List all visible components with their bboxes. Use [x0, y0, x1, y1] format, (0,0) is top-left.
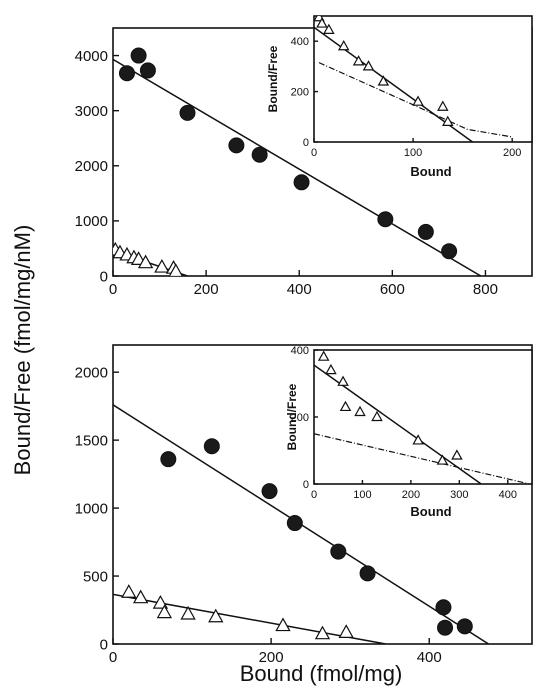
- data-point-triangle: [156, 604, 173, 619]
- chart-B-inset: 0 100 200 300 400 0 200 400 Bound Bound/Free: [285, 345, 533, 519]
- data-point-triangle: [437, 100, 449, 111]
- data-point-circle: [251, 146, 268, 163]
- x-tick-label: 300: [450, 489, 468, 501]
- plot-frame: [313, 349, 533, 485]
- data-point-circle: [435, 599, 452, 616]
- x-tick-label: 400: [499, 489, 517, 501]
- x-tick-label: 200: [259, 649, 284, 666]
- y-tick-label: 500: [83, 568, 108, 585]
- data-point-circle: [330, 543, 347, 560]
- data-point-circle: [160, 451, 177, 468]
- data-point-triangle: [132, 589, 149, 604]
- data-point-triangle: [371, 410, 383, 422]
- data-point-triangle: [412, 434, 424, 445]
- data-point-triangle: [352, 55, 365, 66]
- data-point-triangle: [412, 95, 424, 106]
- dashed-fit-line: [318, 62, 513, 138]
- x-tick-label: 0: [311, 489, 317, 501]
- x-tick-label: 200: [194, 281, 219, 298]
- data-point-circle: [293, 174, 310, 191]
- data-point-circle: [286, 515, 303, 532]
- data-point-circle: [437, 619, 454, 636]
- y-tick-label: 400: [291, 345, 309, 357]
- y-tick-label: 0: [100, 268, 108, 285]
- x-tick-label: 600: [380, 281, 405, 298]
- y-tick-label: 3000: [75, 103, 108, 120]
- y-axis-title: Bound/Free (fmol/mg/nM): [10, 225, 35, 476]
- data-point-triangle: [325, 363, 337, 375]
- data-point-triangle: [275, 617, 291, 632]
- y-tick-label: 0: [303, 479, 309, 491]
- data-point-circle: [130, 47, 147, 64]
- y-tick-label: 1000: [75, 500, 108, 517]
- inset-y-label: Bound/Free: [285, 383, 299, 450]
- data-point-triangle: [436, 454, 449, 465]
- data-point-circle: [228, 137, 245, 154]
- plot-frame: [313, 15, 533, 143]
- inset-x-label: Bound: [410, 164, 451, 179]
- data-point-circle: [139, 62, 156, 79]
- data-point-circle: [417, 223, 434, 240]
- data-point-triangle: [338, 624, 354, 638]
- y-tick-label: 1500: [75, 432, 108, 449]
- data-point-triangle: [168, 263, 183, 276]
- data-point-triangle: [154, 258, 170, 273]
- x-tick-label: 0: [109, 649, 117, 666]
- x-tick-label: 200: [402, 489, 420, 501]
- data-point-triangle: [314, 625, 331, 640]
- plot-frame: [112, 344, 533, 645]
- dashed-fit-line: [314, 433, 530, 484]
- data-point-circle: [203, 438, 220, 455]
- data-point-triangle: [180, 605, 196, 620]
- y-tick-label: 1000: [75, 213, 108, 230]
- x-tick-label: 100: [353, 489, 371, 501]
- data-point-circle: [377, 211, 394, 228]
- data-point-triangle: [354, 405, 366, 417]
- x-tick-label: 400: [287, 281, 312, 298]
- data-point-triangle: [451, 449, 463, 460]
- data-point-triangle: [317, 350, 330, 361]
- data-point-triangle: [337, 40, 350, 51]
- y-tick-label: 200: [291, 86, 309, 98]
- data-point-circle: [261, 483, 278, 500]
- data-point-circle: [456, 618, 473, 635]
- data-point-triangle: [316, 17, 328, 28]
- data-point-circle: [359, 565, 376, 582]
- x-axis-title: Bound (fmol/mg): [240, 661, 403, 686]
- x-tick-label: 800: [473, 281, 498, 298]
- inset-y-label: Bound/Free: [266, 45, 280, 112]
- plot-area: 020040060080001000200030004000A010020002…: [75, 15, 533, 666]
- x-tick-label: 100: [404, 147, 422, 159]
- x-tick-label: 400: [417, 649, 442, 666]
- data-point-triangle: [442, 115, 454, 126]
- data-point-triangle: [323, 23, 335, 34]
- fit-line: [113, 58, 482, 276]
- y-tick-label: 0: [100, 636, 108, 653]
- chart-A-inset: 0 100 200 0 200 400 Bound Bound/Free: [266, 15, 533, 179]
- data-point-triangle: [121, 584, 137, 598]
- y-tick-label: 2000: [75, 364, 108, 381]
- inset-x-label: Bound: [410, 504, 451, 519]
- y-tick-label: 2000: [75, 158, 108, 175]
- x-tick-label: 0: [311, 147, 317, 159]
- y-tick-label: 0: [303, 137, 309, 149]
- data-point-circle: [441, 243, 458, 260]
- data-point-triangle: [339, 400, 352, 412]
- data-point-triangle: [362, 60, 375, 71]
- x-tick-label: 0: [109, 281, 117, 298]
- data-point-circle: [179, 104, 196, 121]
- data-point-triangle: [208, 608, 224, 623]
- data-point-triangle: [377, 75, 390, 86]
- y-tick-label: 4000: [75, 48, 108, 65]
- y-tick-label: 400: [291, 36, 309, 48]
- data-point-circle: [118, 65, 135, 82]
- data-point-triangle: [152, 594, 169, 609]
- x-tick-label: 200: [503, 147, 521, 159]
- data-point-triangle: [337, 375, 349, 386]
- y-tick-label: 200: [291, 412, 309, 424]
- data-point-triangle: [137, 254, 154, 269]
